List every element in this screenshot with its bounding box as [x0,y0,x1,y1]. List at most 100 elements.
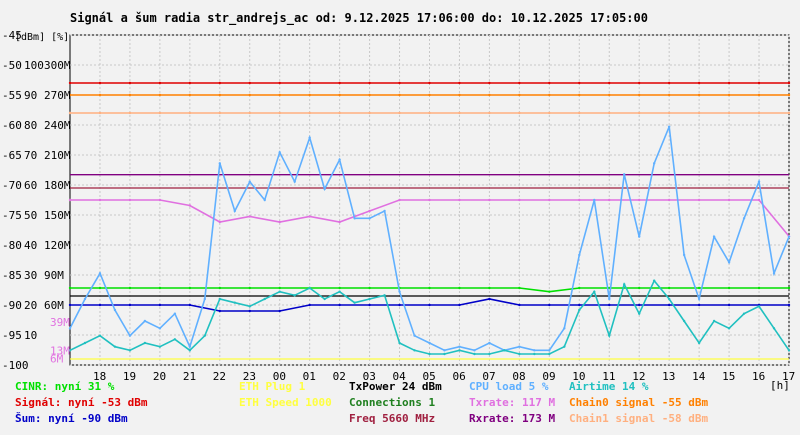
point-chain0-signal [578,93,581,97]
point-sign-l [248,81,251,85]
y-tick-percent: 50 [24,209,37,222]
point-txrate [697,198,701,202]
point-sign-l [608,81,611,85]
point--um [608,303,611,307]
point-chain0-signal [398,93,401,97]
y-tick-percent: 40 [24,239,37,252]
x-tick: 09 [542,370,555,383]
x-tick: 02 [333,370,346,383]
x-tick: 06 [452,370,465,383]
point-airtime [682,319,686,323]
point--um [188,303,192,307]
point-sign-l [308,81,311,85]
point-airtime [113,345,117,348]
legend-entry: Rxrate: 173 M [469,412,555,425]
point-cinr [787,286,791,290]
point-cinr [248,286,251,290]
x-tick: 16 [752,370,765,383]
point-chain1-signal [368,111,371,115]
point-cpu-load [278,151,281,154]
point-txrate [638,198,641,202]
point-chain1-signal [638,111,641,115]
point-chain0-signal [338,93,341,97]
point-txrate [428,198,431,202]
point-airtime [188,349,192,352]
point-chain0-signal [638,93,641,97]
legend-entry: CPU load 5 % [469,380,549,393]
point-sign-l [638,81,641,85]
point--um [158,303,162,307]
point--um [338,303,341,307]
point--um [667,303,671,307]
point-cpu-load [772,272,776,275]
point-airtime [413,349,416,352]
y-tick-rate-extra: 6M [50,352,64,365]
point-cpu-load [98,272,102,275]
point-txrate [398,198,401,202]
point-airtime [757,305,761,308]
point-txrate [218,220,221,224]
point-airtime [428,352,431,356]
point-chain0-signal [248,93,251,97]
point--um [787,303,791,307]
point-airtime [638,312,641,315]
point--um [697,303,701,307]
point-cpu-load [548,349,551,352]
x-tick: 08 [512,370,525,383]
point-airtime [473,352,476,356]
y-tick-rate: 180M [44,179,71,192]
point-cpu-load [173,312,177,315]
point-chain0-signal [98,93,102,97]
point-txrate [248,215,251,218]
point-txrate [98,198,102,202]
point--um [248,309,251,313]
point-cpu-load [697,297,701,301]
point-txrate [548,198,551,202]
point--um [218,309,221,313]
point-airtime [772,327,776,330]
point-chain1-signal [458,111,461,115]
legend-entry: Chain1 signal -58 dBm [569,412,708,425]
x-tick: 17 [782,370,795,383]
point-chain1-signal [98,111,102,115]
point-chain0-signal [218,93,221,97]
point-sign-l [458,81,461,85]
point-airtime [278,290,281,293]
point-cpu-load [518,345,521,348]
point-chain0-signal [608,93,611,97]
point--um [638,303,641,307]
point-airtime [68,349,72,352]
y-tick-dbm: -75 [2,209,22,222]
point-cpu-load [218,162,221,165]
point-cpu-load [488,341,491,345]
point-chain1-signal [398,111,401,115]
point-sign-l [787,81,791,85]
x-tick: 14 [692,370,706,383]
point-cpu-load [593,198,596,202]
y-tick-dbm: -90 [2,299,22,312]
point-cpu-load [712,235,716,238]
point-txrate [727,198,731,202]
point-cpu-load [563,327,566,330]
point-cinr [667,286,671,290]
point-cpu-load [667,125,671,128]
legend-entry: Šum: nyní -90 dBm [15,412,128,425]
point-cinr [98,286,102,290]
x-tick: 05 [423,370,436,383]
point-airtime [173,338,177,341]
point-airtime [98,334,102,337]
x-tick: 07 [482,370,495,383]
point-sign-l [428,81,431,85]
point-airtime [503,349,506,352]
point-cinr [128,286,132,290]
point-sign-l [338,81,341,85]
point-cpu-load [458,345,461,348]
point-cpu-load [428,341,431,345]
y-tick-percent: 90 [24,89,37,102]
point-airtime [727,327,731,330]
point-sign-l [727,81,731,85]
point-txrate [578,198,581,202]
point-cpu-load [158,327,162,330]
point-cinr [158,286,162,290]
y-tick-rate: 60M [44,299,64,312]
